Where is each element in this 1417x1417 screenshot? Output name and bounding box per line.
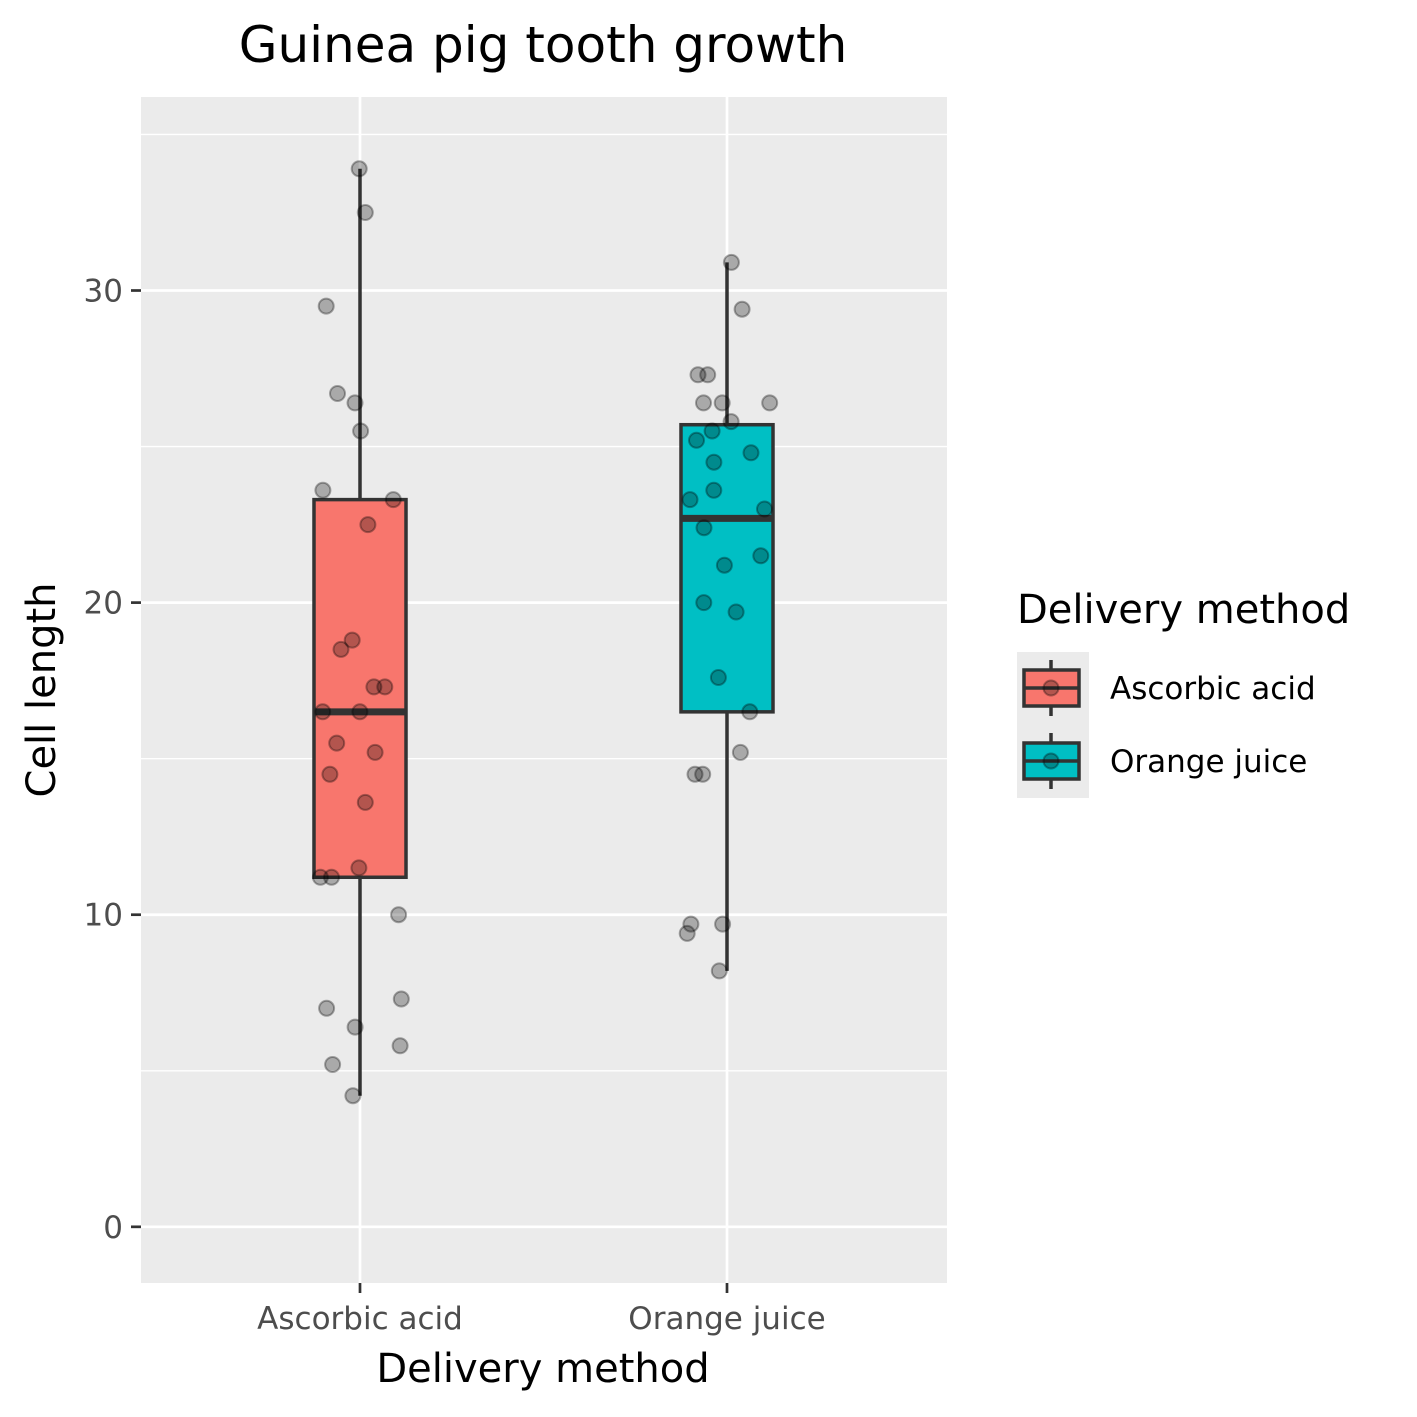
data-point — [392, 990, 410, 1008]
data-point — [752, 547, 770, 565]
data-point — [705, 453, 723, 471]
data-point — [731, 743, 749, 761]
legend-key-point — [1042, 679, 1060, 697]
data-point — [359, 516, 377, 534]
data-point — [722, 253, 740, 271]
data-point — [715, 556, 733, 574]
plot-panel — [141, 97, 947, 1283]
data-point — [695, 519, 713, 537]
data-point — [350, 859, 368, 877]
data-point — [761, 394, 779, 412]
legend-key-point — [1042, 752, 1060, 770]
y-axis-title: Cell length — [19, 583, 65, 798]
data-point — [686, 765, 704, 783]
data-point — [695, 394, 712, 412]
data-point — [356, 793, 374, 811]
data-point — [713, 394, 731, 412]
data-point — [703, 422, 721, 440]
box-iqr — [312, 497, 408, 880]
legend-item: Orange juice — [1022, 733, 1307, 789]
data-point — [366, 743, 384, 761]
data-point — [376, 678, 394, 696]
data-point — [727, 603, 745, 621]
data-point — [742, 444, 760, 462]
data-point — [722, 413, 740, 431]
data-point — [328, 734, 346, 752]
data-point — [332, 640, 350, 658]
data-point — [314, 703, 332, 721]
legend-label: Orange juice — [1110, 744, 1307, 780]
data-point — [346, 394, 364, 412]
data-point — [343, 631, 361, 649]
data-point — [733, 300, 751, 318]
data-point — [678, 924, 696, 942]
y-tick-label: 20 — [84, 586, 123, 622]
chart-title: Guinea pig tooth growth — [239, 16, 848, 74]
data-point — [689, 366, 707, 384]
legend-title: Delivery method — [1017, 587, 1350, 633]
data-point — [317, 297, 335, 315]
data-point — [324, 1056, 342, 1073]
data-point — [699, 366, 717, 384]
data-point — [350, 160, 368, 178]
data-point — [384, 491, 402, 509]
data-point — [314, 481, 332, 499]
x-axis-title: Delivery method — [376, 1346, 709, 1392]
y-tick-label: 0 — [103, 1210, 123, 1246]
data-point — [352, 422, 370, 440]
data-point — [688, 431, 705, 449]
legend-item: Ascorbic acid — [1022, 660, 1316, 716]
data-point — [346, 1018, 364, 1036]
data-point — [390, 906, 408, 924]
data-point — [311, 868, 329, 886]
data-point — [705, 481, 723, 499]
box-iqr — [679, 422, 775, 714]
data-point — [694, 765, 712, 783]
boxes — [312, 168, 775, 1096]
data-point — [351, 703, 369, 721]
data-point — [318, 999, 336, 1017]
data-point — [391, 1037, 409, 1055]
data-point — [695, 594, 713, 612]
y-tick-label: 30 — [84, 274, 123, 310]
data-point — [756, 500, 773, 518]
x-tick-label: Ascorbic acid — [257, 1301, 463, 1337]
data-point — [321, 765, 339, 783]
data-point — [681, 491, 699, 509]
data-point — [329, 385, 346, 402]
data-point — [344, 1087, 362, 1105]
x-axis: Ascorbic acid Orange juice — [257, 1283, 826, 1337]
data-point — [709, 669, 727, 686]
data-point — [741, 703, 759, 721]
x-tick-label: Orange juice — [628, 1301, 825, 1337]
data-points — [311, 160, 779, 1105]
data-point — [714, 915, 732, 933]
legend: Delivery method Ascorbic acid Orange juic… — [1017, 587, 1350, 798]
data-point — [682, 915, 700, 933]
legend-label: Ascorbic acid — [1110, 671, 1316, 707]
data-point — [356, 204, 374, 221]
data-point — [710, 962, 728, 980]
data-point — [323, 868, 340, 886]
data-point — [365, 678, 383, 696]
y-tick-label: 10 — [84, 898, 123, 934]
y-axis: 0 10 20 30 — [84, 274, 141, 1246]
